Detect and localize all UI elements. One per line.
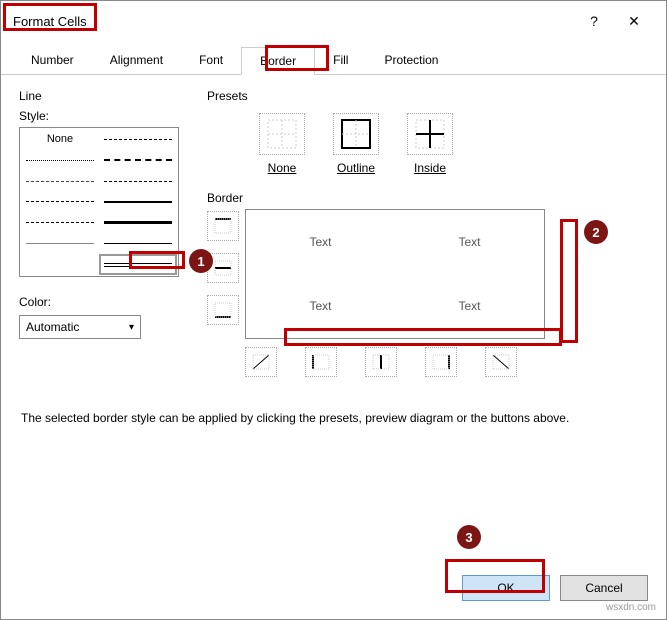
style-grid[interactable]: None xyxy=(19,127,179,277)
style-dash[interactable] xyxy=(22,193,98,212)
tab-border[interactable]: Border xyxy=(241,47,315,75)
presets-row: None Outline Inside xyxy=(259,113,648,175)
line-group-label: Line xyxy=(19,89,189,103)
tab-font[interactable]: Font xyxy=(181,47,241,74)
style-dash-med[interactable] xyxy=(100,172,176,191)
border-right-button[interactable] xyxy=(425,347,457,377)
preview-cell-tl: Text xyxy=(246,210,395,274)
border-side-buttons xyxy=(207,211,239,377)
tab-protection[interactable]: Protection xyxy=(366,47,456,74)
preset-outline[interactable]: Outline xyxy=(333,113,379,175)
dialog-buttons: OK Cancel xyxy=(462,575,648,601)
style-double[interactable] xyxy=(100,255,176,274)
annotation-badge-3: 3 xyxy=(457,525,481,549)
border-bottom-button[interactable] xyxy=(207,295,239,325)
preset-none[interactable]: None xyxy=(259,113,305,175)
watermark: wsxdn.com xyxy=(606,602,656,613)
titlebar: Format Cells ? ✕ xyxy=(1,1,666,41)
style-solid-thick[interactable] xyxy=(100,213,176,232)
content-area: Line Style: None Color: Automatic xyxy=(1,75,666,391)
tab-strip: Number Alignment Font Border Fill Protec… xyxy=(1,47,666,75)
style-dot-med[interactable] xyxy=(22,172,98,191)
border-left-button[interactable] xyxy=(305,347,337,377)
close-button[interactable]: ✕ xyxy=(614,13,654,30)
style-dashdot2[interactable] xyxy=(100,130,176,149)
color-value: Automatic xyxy=(26,320,79,334)
dialog-title: Format Cells xyxy=(13,14,87,29)
border-section: Text Text Text Text xyxy=(207,209,648,377)
style-dashdot[interactable] xyxy=(22,213,98,232)
border-diag-up-button[interactable] xyxy=(245,347,277,377)
chevron-down-icon: ▾ xyxy=(129,322,134,333)
format-cells-dialog: Format Cells ? ✕ Number Alignment Font B… xyxy=(0,0,667,620)
annotation-badge-1: 1 xyxy=(189,249,213,273)
tab-alignment[interactable]: Alignment xyxy=(92,47,181,74)
border-diag-down-button[interactable] xyxy=(485,347,517,377)
preset-inside[interactable]: Inside xyxy=(407,113,453,175)
style-label: Style: xyxy=(19,109,189,123)
annotation-badge-2: 2 xyxy=(584,220,608,244)
presets-group-label: Presets xyxy=(207,89,648,103)
preview-cell-tr: Text xyxy=(395,210,544,274)
preset-outline-icon xyxy=(333,113,379,155)
preset-inside-label: Inside xyxy=(407,161,453,175)
border-group-label: Border xyxy=(207,191,648,205)
style-none[interactable]: None xyxy=(22,130,98,149)
tab-number[interactable]: Number xyxy=(13,47,92,74)
cancel-button[interactable]: Cancel xyxy=(560,575,648,601)
style-dot-fine[interactable] xyxy=(22,151,98,170)
style-solid-med[interactable] xyxy=(100,193,176,212)
border-bottom-buttons xyxy=(245,347,545,377)
preview-cell-bl: Text xyxy=(246,274,395,338)
color-label: Color: xyxy=(19,295,189,309)
preset-outline-label: Outline xyxy=(333,161,379,175)
preset-inside-icon xyxy=(407,113,453,155)
line-column: Line Style: None Color: Automatic xyxy=(19,89,189,377)
preset-none-label: None xyxy=(259,161,305,175)
help-text: The selected border style can be applied… xyxy=(1,391,666,445)
border-middle-v-button[interactable] xyxy=(365,347,397,377)
ok-button[interactable]: OK xyxy=(462,575,550,601)
help-button[interactable]: ? xyxy=(574,13,614,29)
style-dashdot3[interactable] xyxy=(100,151,176,170)
style-thin[interactable] xyxy=(22,234,98,253)
border-top-button[interactable] xyxy=(207,211,239,241)
preview-wrap: Text Text Text Text xyxy=(245,209,545,377)
border-preview[interactable]: Text Text Text Text xyxy=(245,209,545,339)
right-column: Presets None Outline xyxy=(207,89,648,377)
tab-fill[interactable]: Fill xyxy=(315,47,366,74)
style-empty[interactable] xyxy=(22,255,98,274)
color-dropdown[interactable]: Automatic ▾ xyxy=(19,315,141,339)
style-solid[interactable] xyxy=(100,234,176,253)
preset-none-icon xyxy=(259,113,305,155)
preview-cell-br: Text xyxy=(395,274,544,338)
